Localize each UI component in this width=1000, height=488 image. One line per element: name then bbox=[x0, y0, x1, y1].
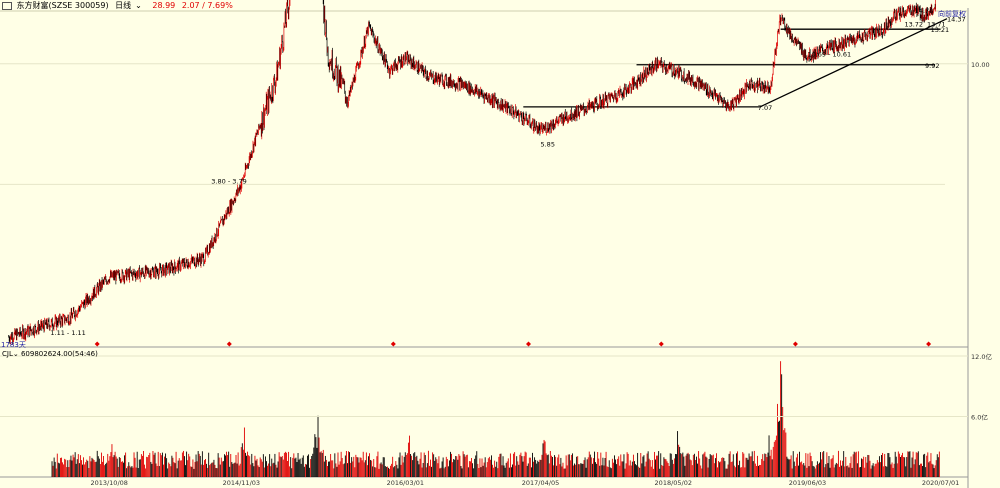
diamond-marker-icon bbox=[390, 341, 396, 347]
days-label: 1783天 bbox=[1, 341, 26, 349]
price-annotation: 10.69 - 10.61 bbox=[807, 50, 851, 58]
period-label: 日线 bbox=[115, 1, 132, 10]
price-annotation: 13.71 bbox=[927, 21, 946, 29]
diamond-marker-icon bbox=[94, 341, 100, 347]
top-right-label: 向前复权 bbox=[938, 10, 966, 18]
date-axis-label: 2014/11/03 bbox=[223, 479, 260, 487]
date-axis-label: 2019/06/03 bbox=[789, 479, 826, 487]
price-annotation: 13.72 bbox=[904, 20, 923, 28]
date-axis-label: 2016/03/01 bbox=[387, 479, 424, 487]
indicator-name[interactable]: CJL bbox=[2, 350, 13, 358]
price-annotation: 5.85 bbox=[540, 140, 554, 148]
last-price: 28.99 bbox=[152, 1, 176, 10]
price-annotation: 1.11 - 1.11 bbox=[50, 329, 85, 337]
diamond-marker-icon bbox=[792, 341, 798, 347]
volume-axis-label: 6.0亿 bbox=[971, 413, 988, 422]
chevron-down-icon[interactable]: ⌄ bbox=[12, 350, 19, 358]
volume-axis-label: 12.0亿 bbox=[971, 352, 992, 361]
chevron-down-icon: ⌄ bbox=[135, 1, 142, 10]
indicator-value: 609802624.00(54:46) bbox=[20, 350, 98, 358]
title-bar: 东方财富(SZSE 300059) 日线 ⌄ 28.99 2.07 / 7.69% bbox=[0, 0, 237, 12]
diamond-marker-icon bbox=[658, 341, 664, 347]
price-annotation: 14.37 bbox=[947, 16, 966, 24]
trend-line bbox=[759, 18, 948, 108]
diamond-marker-icon bbox=[926, 341, 932, 347]
price-annotation: 9.92 bbox=[925, 62, 939, 70]
period-selector[interactable]: 日线 ⌄ bbox=[115, 1, 146, 10]
price-annotation: 3.80 - 3.79 bbox=[211, 177, 246, 185]
chart-small-icon[interactable] bbox=[2, 1, 12, 10]
indicator-bar: CJL⌄ 609802624.00(54:46) bbox=[2, 350, 98, 359]
diamond-marker-icon bbox=[226, 341, 232, 347]
price-change: 2.07 / 7.69% bbox=[181, 1, 233, 10]
diamond-marker-icon bbox=[525, 341, 531, 347]
date-axis-label: 2017/04/05 bbox=[522, 479, 559, 487]
price-annotation: 13.21 bbox=[931, 26, 950, 34]
price-annotation: 14.70 bbox=[915, 7, 934, 15]
date-axis-label: 2020/07/01 bbox=[922, 479, 959, 487]
stock-name: 东方财富(SZSE 300059) bbox=[16, 1, 109, 10]
price-annotation: 7.07 bbox=[758, 104, 772, 112]
date-axis-label: 2018/05/02 bbox=[655, 479, 692, 487]
price-axis-label: 10.00 bbox=[971, 61, 990, 69]
date-axis-label: 2013/10/08 bbox=[90, 479, 127, 487]
